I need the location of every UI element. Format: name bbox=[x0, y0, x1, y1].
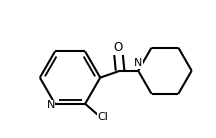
Text: Cl: Cl bbox=[98, 112, 109, 122]
Text: N: N bbox=[134, 58, 142, 68]
Text: N: N bbox=[47, 100, 55, 111]
Text: O: O bbox=[114, 41, 123, 54]
